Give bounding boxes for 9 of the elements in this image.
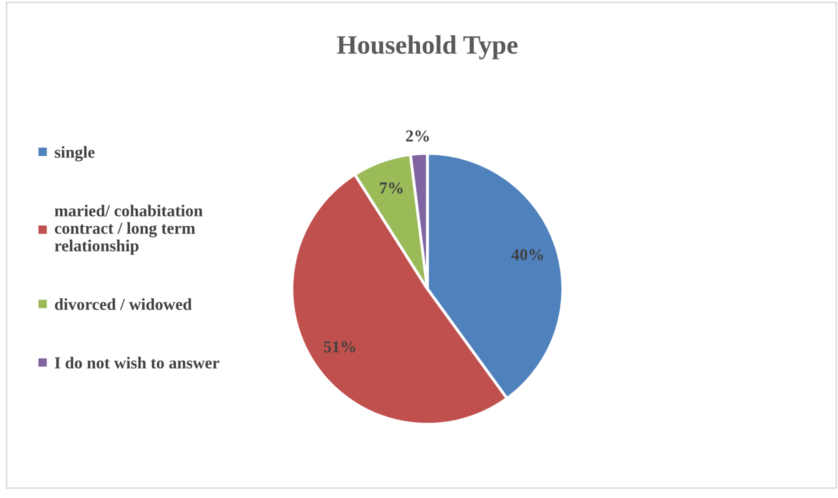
legend-label: maried/ cohabitation contract / long term relationship — [54, 204, 203, 255]
legend-label: single — [54, 146, 95, 162]
legend-label: divorced / widowed — [54, 298, 192, 310]
chart-title: Household Type — [337, 35, 518, 60]
data-label: 51% — [324, 341, 356, 352]
legend-label: I do not wish to answer — [54, 356, 220, 369]
data-label: 40% — [511, 249, 543, 260]
data-label: 7% — [380, 182, 403, 194]
data-label: 2% — [406, 130, 429, 142]
